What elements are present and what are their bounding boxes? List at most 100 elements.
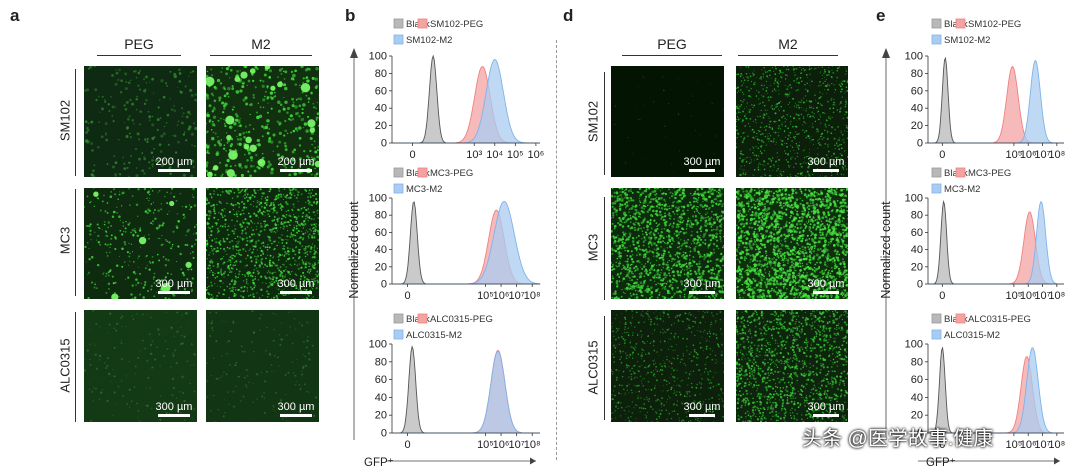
y-tick-label: 20 <box>375 261 387 273</box>
column-header-label: PEG <box>124 36 154 52</box>
x-tick-label: 10⁵ <box>1005 439 1022 451</box>
panel-letter-b: b <box>345 6 356 25</box>
y-tick-label: 80 <box>911 356 923 368</box>
legend-swatch <box>955 18 966 29</box>
row-bracket <box>604 197 605 300</box>
micrograph-mc3-m2 <box>736 188 848 299</box>
scale-bar-label: 200 µm <box>277 156 315 168</box>
y-tick-label: 40 <box>375 103 387 115</box>
legend-swatch <box>417 18 428 29</box>
y-tick-label: 0 <box>381 428 387 440</box>
row-label-alc0315: ALC0315 <box>585 340 601 395</box>
x-tick-label: 0 <box>939 149 945 161</box>
x-tick-label: 10⁵ <box>1005 290 1022 302</box>
legend-swatch <box>417 313 428 324</box>
y-tick-label: 20 <box>375 120 387 132</box>
y-tick-label: 40 <box>911 244 923 256</box>
x-tick-label: 10⁷ <box>509 290 525 302</box>
y-tick-label: 20 <box>911 410 923 422</box>
legend-swatch <box>393 167 404 178</box>
legend-label: SM102-M2 <box>406 35 452 46</box>
x-tick-label: 10⁶ <box>1020 439 1037 451</box>
x-tick-label: 10⁶ <box>528 149 545 161</box>
y-tick-label: 0 <box>917 138 923 150</box>
panel-letter-a: a <box>10 6 20 25</box>
legend-label: SM102-PEG <box>430 19 483 30</box>
y-tick-label: 40 <box>375 244 387 256</box>
column-header-peg: PEG <box>622 36 722 56</box>
y-tick-label: 80 <box>911 68 923 80</box>
y-tick-label: 60 <box>911 227 923 239</box>
row-label-alc0315: ALC0315 <box>57 338 73 393</box>
x-axis-title: GFP⁺ <box>364 457 394 468</box>
y-tick-label: 0 <box>917 279 923 291</box>
y-tick-label: 0 <box>381 279 387 291</box>
panel-b-histograms: BlankSM102-PEGSM102-M2020406080100010³10… <box>347 18 545 468</box>
scale-bar-label: 300 µm <box>277 278 315 290</box>
histogram-series-m2 <box>928 347 1064 434</box>
micrograph-alc0315-peg <box>611 310 724 422</box>
column-header-label: M2 <box>251 36 271 52</box>
micrograph-sm102-peg <box>84 66 197 177</box>
y-tick-label: 80 <box>375 356 387 368</box>
legend-label: MC3-M2 <box>406 184 442 195</box>
scale-bar: 300 µm <box>806 401 846 417</box>
row-bracket <box>75 189 76 296</box>
legend-label: ALC0315-M2 <box>944 330 1000 341</box>
x-tick-label: 10⁸ <box>1048 149 1065 161</box>
x-tick-label: 0 <box>939 290 945 302</box>
x-tick-label: 10⁶ <box>493 439 510 451</box>
scale-bar: 300 µm <box>276 401 316 417</box>
legend-swatch <box>931 18 942 29</box>
x-tick-label: 10⁴ <box>486 149 503 161</box>
legend-swatch <box>955 313 966 324</box>
scale-bar-label: 300 µm <box>683 401 721 413</box>
legend-swatch <box>393 329 404 340</box>
scale-bar-label: 300 µm <box>807 278 845 290</box>
y-axis-title: Normalized count <box>879 201 893 299</box>
y-tick-label: 60 <box>375 227 387 239</box>
x-tick-label: 10⁶ <box>493 290 510 302</box>
y-tick-label: 40 <box>911 103 923 115</box>
micrograph-mc3-m2 <box>206 188 319 299</box>
x-arrow-head <box>1054 457 1060 465</box>
legend-label: MC3-PEG <box>430 168 473 179</box>
histogram: BlankALC0315-PEGALC0315-M202040608010001… <box>369 313 541 451</box>
scale-bar-label: 300 µm <box>807 401 845 413</box>
y-tick-label: 60 <box>375 85 387 97</box>
micrograph-sm102-peg <box>611 66 724 177</box>
panel-letter-e: e <box>876 6 886 25</box>
column-header-m2: M2 <box>738 36 838 56</box>
histogram-series-blank <box>392 345 540 434</box>
x-tick-label: 10⁵ <box>507 149 524 161</box>
x-tick-label: 10⁶ <box>1020 290 1037 302</box>
y-tick-label: 80 <box>375 210 387 222</box>
scale-bar-label: 300 µm <box>683 156 721 168</box>
scale-bar: 200 µm <box>276 156 316 172</box>
y-tick-label: 20 <box>911 120 923 132</box>
micrograph-mc3-peg <box>84 188 197 299</box>
legend-swatch <box>417 167 428 178</box>
y-tick-label: 60 <box>911 85 923 97</box>
x-tick-label: 10⁵ <box>477 290 494 302</box>
panel-letter-d: d <box>563 6 574 25</box>
y-arrow-head <box>882 48 890 58</box>
x-tick-label: 0 <box>405 290 411 302</box>
scale-bar-label: 300 µm <box>807 156 845 168</box>
legend-swatch <box>931 34 942 45</box>
scale-bar-label: 300 µm <box>277 401 315 413</box>
x-tick-label: 10³ <box>466 149 482 161</box>
scale-bar: 300 µm <box>682 156 722 172</box>
x-tick-label: 10⁶ <box>1020 149 1037 161</box>
y-tick-label: 100 <box>905 339 923 351</box>
legend-label: ALC0315-PEG <box>968 314 1031 325</box>
legend-label: MC3-PEG <box>968 168 1011 179</box>
y-tick-label: 0 <box>917 428 923 440</box>
row-bracket <box>75 312 76 422</box>
row-label-mc3: MC3 <box>585 233 601 262</box>
scale-bar: 300 µm <box>682 278 722 294</box>
scale-bar-label: 300 µm <box>155 401 193 413</box>
histogram-series-peg <box>392 66 540 144</box>
watermark: 头条 @医学故事.健康 <box>802 428 994 450</box>
micrograph-mc3-peg <box>611 188 724 299</box>
